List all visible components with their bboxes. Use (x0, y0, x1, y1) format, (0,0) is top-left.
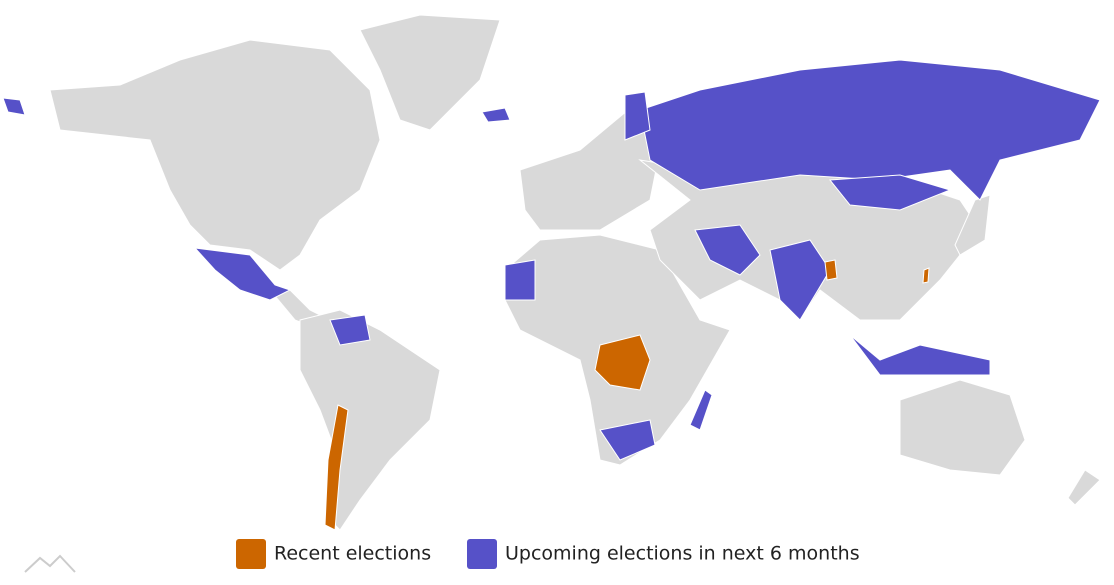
madagascar (689, 389, 713, 431)
taiwan (922, 267, 930, 284)
australia (899, 379, 1026, 476)
logo (24, 554, 76, 573)
south-america (299, 309, 441, 531)
indonesia (849, 334, 991, 376)
highlighted-countries (2, 59, 1101, 531)
iran (694, 224, 761, 276)
japan (954, 194, 991, 256)
mauritania (504, 259, 536, 301)
legend-swatch (236, 539, 266, 569)
mongolia (829, 174, 952, 211)
finland (624, 91, 651, 141)
alaska-island (2, 97, 26, 116)
greenland (359, 14, 501, 131)
legend-label: Recent elections (274, 543, 431, 565)
bangladesh (824, 259, 838, 281)
drc (594, 334, 651, 391)
north-america (49, 39, 381, 271)
venezuela (329, 314, 371, 346)
new-zealand (1067, 469, 1101, 506)
india (769, 239, 831, 321)
chile (324, 404, 349, 531)
legend-swatch (467, 539, 497, 569)
south-africa (599, 419, 656, 461)
russia (639, 59, 1101, 201)
legend: Recent elections Upcoming elections in ne… (236, 539, 860, 569)
mexico (193, 247, 292, 301)
legend-label: Upcoming elections in next 6 months (505, 543, 860, 565)
iceland (481, 107, 511, 123)
